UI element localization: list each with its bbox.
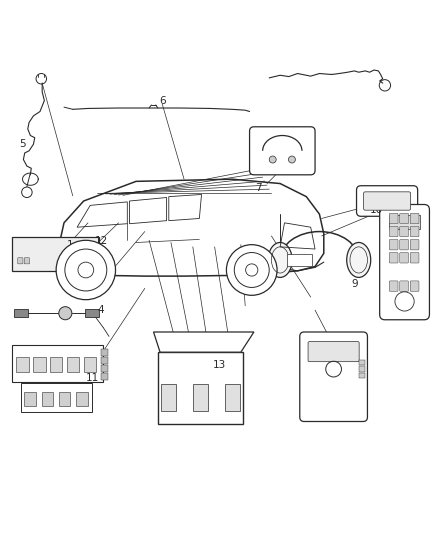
- FancyBboxPatch shape: [359, 360, 365, 365]
- FancyBboxPatch shape: [364, 192, 411, 210]
- FancyBboxPatch shape: [101, 373, 108, 379]
- FancyBboxPatch shape: [76, 392, 88, 406]
- Text: 3: 3: [343, 349, 349, 359]
- Text: 1: 1: [67, 240, 74, 249]
- Text: 9: 9: [351, 279, 358, 289]
- FancyBboxPatch shape: [389, 253, 398, 263]
- FancyBboxPatch shape: [400, 239, 409, 250]
- FancyBboxPatch shape: [84, 357, 96, 372]
- Polygon shape: [158, 352, 243, 424]
- Text: 8: 8: [392, 192, 399, 201]
- FancyBboxPatch shape: [85, 309, 99, 317]
- FancyBboxPatch shape: [389, 281, 398, 292]
- FancyBboxPatch shape: [161, 384, 176, 411]
- FancyBboxPatch shape: [18, 258, 23, 264]
- Text: 5: 5: [19, 139, 26, 149]
- Circle shape: [226, 245, 277, 295]
- Ellipse shape: [268, 243, 292, 277]
- FancyBboxPatch shape: [14, 309, 28, 317]
- Text: 13: 13: [212, 360, 226, 370]
- FancyBboxPatch shape: [357, 185, 418, 216]
- Circle shape: [288, 156, 295, 163]
- FancyBboxPatch shape: [50, 357, 63, 372]
- FancyBboxPatch shape: [16, 357, 28, 372]
- FancyBboxPatch shape: [21, 383, 92, 413]
- FancyBboxPatch shape: [410, 239, 419, 250]
- FancyBboxPatch shape: [12, 237, 99, 271]
- Text: 7: 7: [255, 183, 261, 193]
- FancyBboxPatch shape: [300, 332, 367, 422]
- FancyBboxPatch shape: [193, 384, 208, 411]
- FancyBboxPatch shape: [250, 127, 315, 175]
- FancyBboxPatch shape: [101, 357, 108, 364]
- FancyBboxPatch shape: [400, 253, 409, 263]
- Polygon shape: [153, 332, 254, 352]
- FancyBboxPatch shape: [101, 349, 108, 356]
- FancyBboxPatch shape: [67, 357, 79, 372]
- FancyBboxPatch shape: [42, 392, 53, 406]
- Ellipse shape: [347, 243, 371, 277]
- FancyBboxPatch shape: [12, 345, 103, 382]
- FancyBboxPatch shape: [389, 239, 398, 250]
- FancyBboxPatch shape: [359, 373, 365, 378]
- FancyBboxPatch shape: [24, 392, 35, 406]
- FancyBboxPatch shape: [308, 342, 359, 362]
- FancyBboxPatch shape: [410, 281, 419, 292]
- FancyBboxPatch shape: [400, 213, 409, 224]
- Text: 4: 4: [98, 305, 104, 315]
- Text: 10: 10: [370, 205, 383, 215]
- FancyBboxPatch shape: [389, 227, 398, 237]
- Circle shape: [59, 306, 72, 320]
- FancyBboxPatch shape: [225, 384, 240, 411]
- FancyBboxPatch shape: [359, 367, 365, 372]
- Text: 11: 11: [86, 373, 99, 383]
- Circle shape: [269, 156, 276, 163]
- FancyBboxPatch shape: [287, 254, 312, 266]
- FancyBboxPatch shape: [101, 365, 108, 372]
- FancyBboxPatch shape: [400, 281, 409, 292]
- FancyBboxPatch shape: [33, 357, 46, 372]
- Circle shape: [56, 240, 116, 300]
- FancyBboxPatch shape: [400, 227, 409, 237]
- FancyBboxPatch shape: [410, 213, 419, 224]
- FancyBboxPatch shape: [24, 258, 29, 264]
- FancyBboxPatch shape: [389, 215, 420, 229]
- FancyBboxPatch shape: [410, 253, 419, 263]
- FancyBboxPatch shape: [389, 213, 398, 224]
- Text: 12: 12: [95, 236, 108, 246]
- FancyBboxPatch shape: [380, 205, 429, 320]
- FancyBboxPatch shape: [59, 392, 70, 406]
- FancyBboxPatch shape: [410, 227, 419, 237]
- Text: 6: 6: [159, 95, 166, 106]
